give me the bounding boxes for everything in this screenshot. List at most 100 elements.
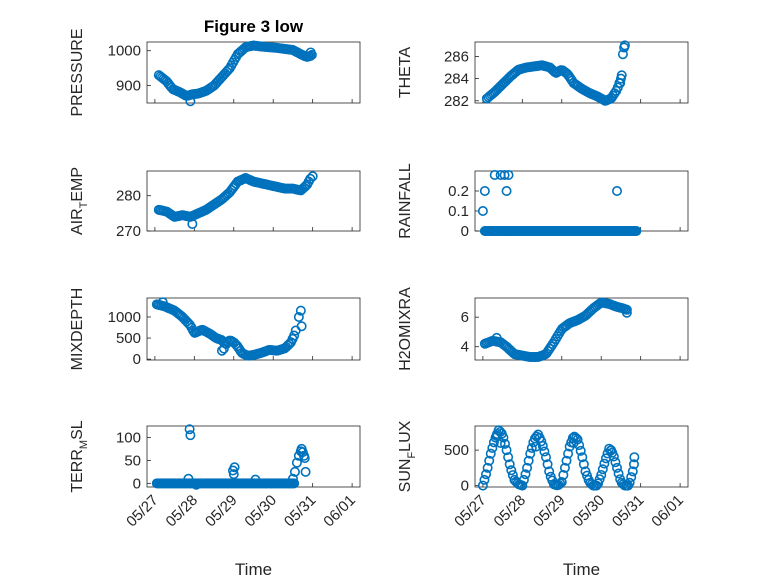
data-point [628,459,639,470]
data-point [525,448,536,459]
data-point [305,173,316,184]
data-point [626,472,637,483]
data-point [479,474,490,485]
data-point [184,424,195,435]
data-point [610,457,621,468]
data-point [574,440,585,451]
y-axis-label: THETA [397,47,414,99]
subplot-h2omixra: 4 6 H2OMIXRA [397,287,689,371]
data-point [578,459,589,470]
data-point [183,473,194,484]
data-point [289,330,300,341]
data-point [568,438,579,449]
data-point [518,474,529,485]
data-point [569,431,580,442]
data-point [567,433,578,444]
y-tick-label: 286 [444,48,469,65]
data-point [296,321,307,332]
axes-frame [474,170,689,232]
data-point [613,468,624,479]
y-axis-label: TERRMSL [69,420,90,492]
data-point [491,332,502,343]
y-tick-label: 0 [461,478,469,495]
data-point [282,340,293,351]
y-tick-label: 0.1 [448,203,469,220]
data-point [559,462,570,473]
axes-frame [146,297,361,361]
data-point [577,452,588,463]
data-point [606,445,617,456]
data-point [484,455,495,466]
data-point [503,452,514,463]
data-point [499,170,510,181]
subplot-theta: 282 284 286 THETA [397,40,689,110]
y-tick-label: 0 [133,475,141,492]
data-point [481,469,492,480]
y-tick-label: 100 [116,429,141,446]
data-point [479,186,490,197]
data-point [287,473,298,484]
data-point [187,218,198,229]
data-point [284,338,295,349]
y-axis-label: RAINFALL [397,163,414,239]
data-series-sun_flux [477,425,640,491]
y-tick-label: 6 [461,309,469,326]
subplot-rainfall: 0 0.1 0.2 RAINFALL [397,163,689,240]
y-tick-label: 0.2 [448,183,469,200]
data-series-terr_msl [151,424,311,490]
data-series-mixdepth [151,297,307,361]
data-point [544,466,555,477]
y-tick-label: 1000 [108,309,141,326]
data-point [477,206,488,217]
subplot-pressure: 900 1000 PRESSURE [69,28,361,117]
x-axis-label: Time [563,560,600,579]
data-point [617,49,628,60]
data-point [485,448,496,459]
data-series-theta [481,40,630,106]
data-point [542,459,553,470]
data-point [522,462,533,473]
data-point [537,440,548,451]
data-point [531,441,542,452]
data-series-rainfall [477,170,642,237]
data-point [299,453,310,464]
data-point [517,480,528,491]
data-point [631,226,642,237]
data-point [227,465,238,476]
data-point [523,455,534,466]
y-tick-label: 500 [444,442,469,459]
data-point [305,51,316,62]
y-tick-label: 4 [461,339,469,356]
y-axis-label: SUNFLUX [397,420,418,492]
y-tick-label: 0 [133,351,141,368]
data-point [289,466,300,477]
data-point [293,311,304,322]
data-point [295,305,306,316]
data-point [621,304,632,315]
data-point [503,170,514,181]
data-point [501,445,512,456]
y-tick-label: 284 [444,71,469,88]
data-point [616,70,627,81]
data-point [289,478,300,489]
data-point [558,469,569,480]
y-tick-label: 50 [124,452,141,469]
data-point [487,442,498,453]
y-axis-label: MIXDEPTH [69,288,86,371]
data-point [608,451,619,462]
y-tick-label: 1000 [108,43,141,60]
data-point [629,452,640,463]
axes-frame [146,425,361,488]
data-point [305,47,316,58]
data-point [627,466,638,477]
data-point [561,455,572,466]
y-tick-label: 500 [116,330,141,347]
data-point [540,452,551,463]
data-point [291,457,302,468]
x-axis-label: Time [235,560,272,579]
data-point [185,96,196,107]
data-point [597,464,608,475]
data-series-pressure [153,40,317,107]
data-point [575,445,586,456]
data-point [611,462,622,473]
